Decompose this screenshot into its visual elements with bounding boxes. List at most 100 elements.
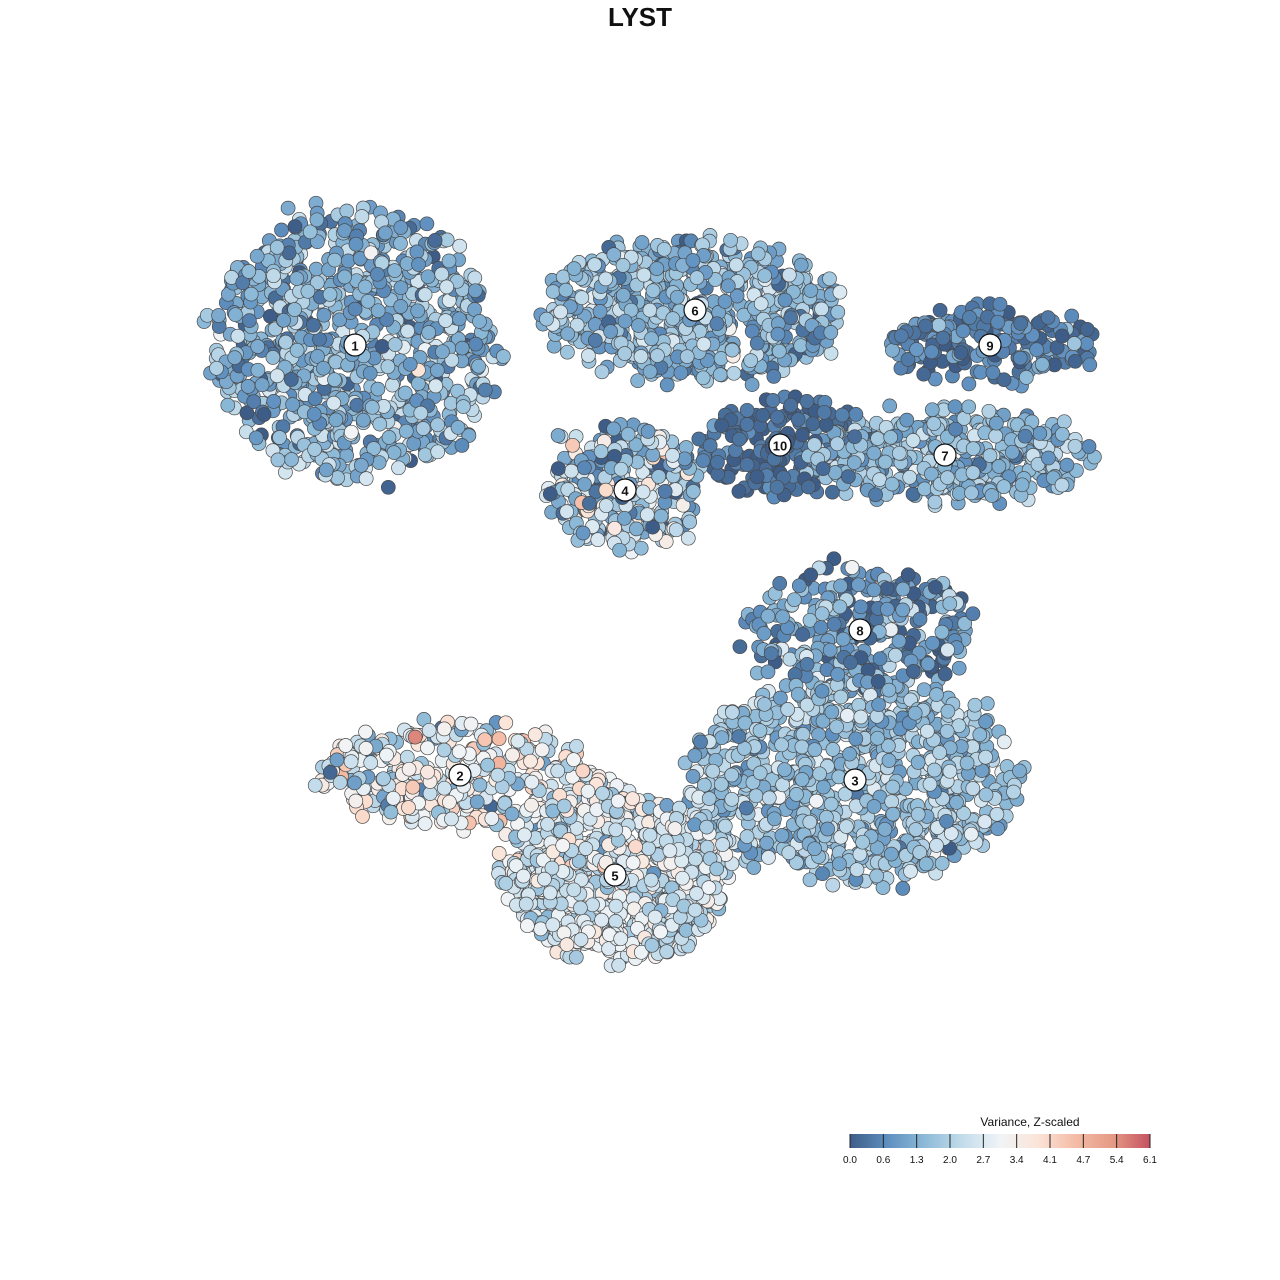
scatter-point: [274, 222, 289, 238]
scatter-point: [724, 767, 740, 783]
scatter-point: [687, 817, 702, 833]
scatter-point: [673, 365, 689, 381]
scatter-point: [639, 507, 655, 523]
scatter-point: [885, 779, 901, 795]
scatter-point: [580, 783, 596, 799]
scatter-point: [566, 752, 581, 768]
scatter-point: [791, 578, 807, 594]
scatter-point: [249, 248, 265, 264]
scatter-point: [420, 740, 435, 756]
scatter-point: [885, 342, 900, 358]
scatter-point: [636, 267, 652, 283]
scatter-point: [926, 416, 942, 431]
scatter-point: [881, 738, 896, 754]
scatter-point: [965, 606, 981, 622]
scatter-point: [840, 708, 855, 723]
scatter-point: [766, 369, 782, 384]
scatter-point: [982, 448, 998, 463]
scatter-point: [789, 855, 804, 870]
scatter-point: [877, 821, 893, 837]
scatter-point: [773, 690, 788, 706]
scatter-point: [417, 447, 433, 463]
scatter-point: [380, 359, 396, 375]
scatter-point: [575, 525, 591, 541]
scatter-point: [760, 608, 776, 624]
scatter-point: [516, 868, 531, 884]
scatter-point: [883, 429, 899, 445]
scatter-point: [805, 416, 821, 432]
scatter-point: [895, 602, 911, 618]
scatter-point: [932, 302, 948, 318]
scatter-point: [712, 367, 728, 382]
scatter-point: [777, 762, 792, 778]
scatter-point: [581, 348, 596, 363]
scatter-point: [1066, 336, 1082, 351]
scatter-point: [802, 814, 818, 830]
scatter-point: [851, 577, 866, 593]
points-layer: [196, 195, 1102, 973]
scatter-point: [307, 391, 323, 407]
chart-title: LYST: [607, 2, 673, 32]
scatter-point: [358, 724, 373, 740]
scatter-point: [822, 642, 838, 658]
scatter-point: [659, 944, 675, 959]
scatter-point: [991, 459, 1007, 474]
scatter-point: [370, 303, 386, 319]
scatter-point: [656, 241, 672, 257]
scatter-point: [374, 339, 390, 354]
scatter-point: [230, 328, 246, 344]
scatter-point: [688, 851, 703, 867]
scatter-point: [795, 726, 811, 742]
scatter-point: [287, 219, 303, 234]
scatter-point: [748, 788, 764, 804]
scatter-point: [428, 378, 444, 394]
scatter-point: [789, 787, 804, 802]
scatter-point: [737, 715, 753, 731]
scatter-point: [1054, 328, 1070, 344]
scatter-point: [510, 733, 526, 749]
scatter-point: [309, 275, 325, 291]
scatter-point: [316, 307, 332, 323]
scatter-point: [872, 472, 887, 487]
scatter-point: [823, 796, 839, 812]
scatter-point: [598, 482, 614, 498]
scatter-point: [920, 656, 936, 672]
scatter-point: [318, 462, 334, 478]
scatter-point: [1059, 457, 1075, 473]
scatter-point: [269, 239, 285, 255]
scatter-point: [491, 731, 507, 747]
scatter-point: [849, 862, 865, 878]
scatter-point: [848, 731, 864, 747]
scatter-point: [393, 299, 409, 314]
scatter-point: [940, 703, 956, 719]
scatter-point: [387, 337, 403, 352]
scatter-point: [379, 747, 394, 763]
scatter-point: [979, 696, 995, 711]
scatter-point: [606, 247, 622, 262]
scatter-point: [749, 335, 765, 351]
scatter-point: [209, 360, 224, 376]
scatter-point: [843, 655, 858, 670]
scatter-point: [869, 840, 885, 856]
scatter-point: [266, 394, 282, 409]
scatter-point: [409, 244, 425, 260]
scatter-point: [967, 697, 983, 713]
scatter-point: [371, 455, 387, 470]
scatter-point: [900, 352, 916, 367]
scatter-point: [757, 696, 772, 712]
scatter-point: [491, 846, 507, 861]
scatter-point: [484, 811, 500, 826]
scatter-point: [524, 774, 540, 790]
scatter-point: [702, 851, 718, 866]
scatter-point: [566, 882, 582, 898]
scatter-point: [436, 742, 452, 758]
scatter-point: [235, 275, 251, 291]
scatter-point: [608, 898, 624, 914]
scatter-point: [254, 377, 270, 393]
scatter-point: [695, 370, 711, 386]
scatter-point: [908, 822, 924, 837]
scatter-point: [569, 738, 584, 754]
scatter-point: [556, 798, 572, 814]
scatter-point: [770, 326, 786, 342]
